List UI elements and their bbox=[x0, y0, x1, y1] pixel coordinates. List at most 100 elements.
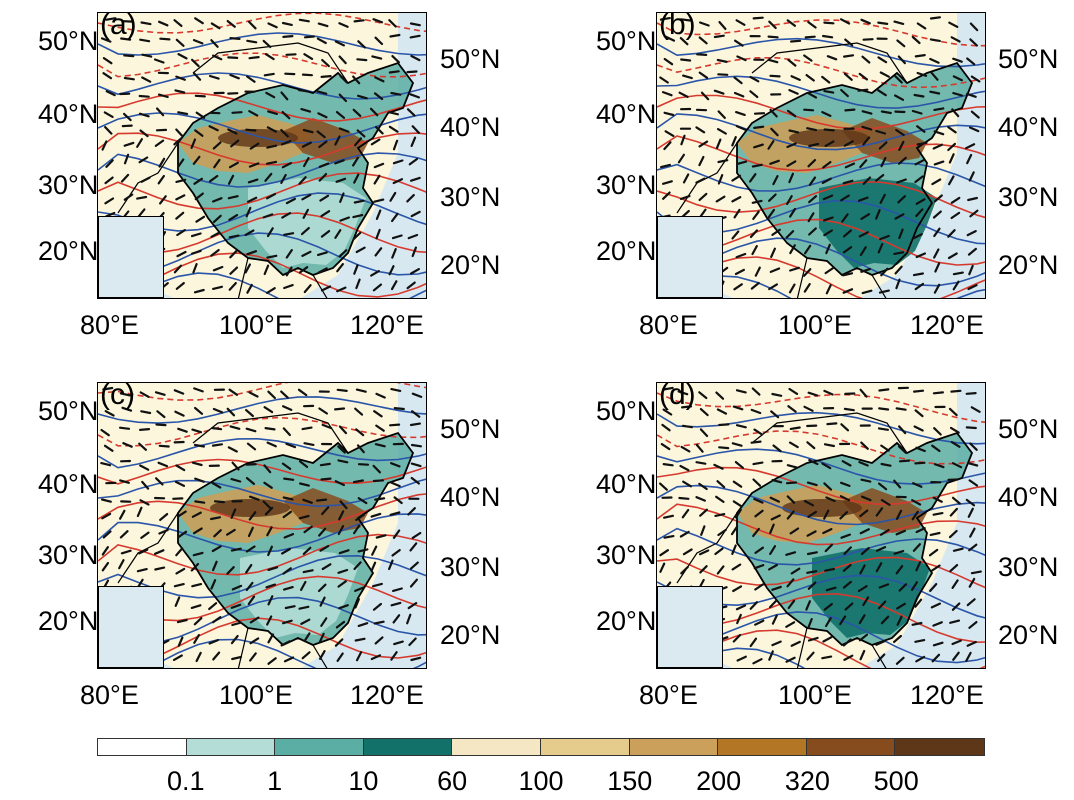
wind-barb bbox=[828, 56, 836, 59]
wind-barb bbox=[680, 93, 688, 97]
wind-barb bbox=[935, 162, 944, 165]
wind-barb bbox=[159, 530, 167, 534]
wind-barb bbox=[142, 178, 150, 182]
wind-barb bbox=[317, 500, 326, 501]
wind-barb bbox=[232, 657, 241, 659]
wind-barb bbox=[932, 180, 940, 185]
wind-barb bbox=[230, 75, 238, 78]
lat-label-right: 20°N bbox=[998, 620, 1058, 650]
wind-barb bbox=[375, 498, 384, 499]
wind-barb bbox=[931, 39, 940, 41]
wind-barb bbox=[195, 18, 203, 23]
wind-barb bbox=[192, 234, 201, 237]
wind-barb bbox=[322, 479, 331, 480]
wind-barb bbox=[790, 389, 798, 394]
wind-barb bbox=[209, 603, 216, 609]
wind-barb bbox=[864, 39, 873, 40]
wind-barb bbox=[212, 24, 220, 29]
wind-barb bbox=[318, 39, 326, 43]
wind-barb bbox=[697, 54, 706, 55]
wind-barb bbox=[283, 406, 291, 410]
south-china-sea-inset bbox=[657, 216, 723, 298]
wind-barb bbox=[696, 179, 704, 183]
wind-barb bbox=[392, 56, 399, 62]
wind-barb bbox=[230, 283, 236, 290]
colorbar-tick-label: 150 bbox=[607, 766, 652, 796]
wind-barb bbox=[372, 56, 381, 58]
wind-barb bbox=[771, 76, 780, 77]
wind-barb bbox=[138, 508, 142, 516]
wind-barb bbox=[355, 409, 362, 415]
colorbar-segment bbox=[541, 739, 630, 755]
wind-barb bbox=[737, 390, 746, 392]
map-panel-d: (d) bbox=[656, 382, 986, 669]
wind-barb bbox=[701, 409, 708, 415]
wind-barb bbox=[177, 569, 185, 574]
wind-barb bbox=[268, 392, 275, 398]
wind-barb bbox=[950, 154, 954, 162]
wind-barb bbox=[771, 269, 779, 272]
wind-barb bbox=[376, 38, 382, 44]
wind-barb bbox=[122, 551, 131, 554]
lon-label: 80°E bbox=[639, 310, 698, 340]
wind-barb bbox=[934, 145, 942, 149]
wind-barb bbox=[390, 71, 399, 72]
wind-barb bbox=[736, 112, 745, 115]
lat-label-left: 50°N bbox=[596, 396, 656, 426]
wind-barb bbox=[717, 197, 725, 202]
colorbar-segment bbox=[187, 739, 276, 755]
wind-barb bbox=[408, 72, 417, 73]
wind-barb bbox=[804, 110, 813, 111]
wind-barb bbox=[824, 391, 832, 395]
wind-barb bbox=[862, 20, 870, 24]
wind-barb bbox=[195, 501, 204, 502]
wind-barb bbox=[195, 408, 202, 414]
wind-barb bbox=[377, 394, 385, 398]
wind-barb bbox=[752, 442, 761, 443]
wind-barb bbox=[949, 23, 957, 27]
lat-label-left: 20°N bbox=[596, 236, 656, 266]
wind-barb bbox=[718, 74, 727, 75]
wind-barb bbox=[372, 140, 380, 145]
wind-barb bbox=[228, 57, 237, 58]
wind-barb bbox=[881, 446, 888, 451]
wind-barb bbox=[697, 127, 705, 132]
wind-barb bbox=[193, 463, 202, 465]
wind-barb bbox=[177, 283, 184, 289]
wind-barb bbox=[357, 390, 366, 392]
wind-barb bbox=[120, 428, 129, 429]
map-panel-b: (b) bbox=[656, 12, 986, 299]
wind-barb bbox=[321, 464, 330, 465]
wind-barb bbox=[192, 430, 201, 433]
wind-barb bbox=[719, 447, 728, 448]
wind-barb bbox=[822, 657, 831, 659]
colorbar-tick-label: 60 bbox=[437, 766, 467, 796]
wind-barb bbox=[197, 653, 201, 661]
wind-barb bbox=[104, 73, 112, 78]
wind-barb bbox=[900, 461, 909, 462]
lat-label-right: 50°N bbox=[440, 414, 500, 444]
wind-barb bbox=[805, 284, 810, 292]
wind-barb bbox=[265, 407, 273, 412]
wind-barb bbox=[102, 500, 111, 502]
wind-barb bbox=[231, 38, 240, 39]
wind-barb bbox=[934, 392, 943, 393]
wind-barb bbox=[192, 605, 201, 608]
wind-barb bbox=[176, 130, 182, 137]
wind-barb bbox=[916, 410, 923, 416]
wind-barb bbox=[950, 409, 957, 415]
lat-label-left: 50°N bbox=[596, 26, 656, 56]
lon-label: 100°E bbox=[219, 680, 293, 710]
wind-barb bbox=[340, 57, 346, 64]
wind-barb bbox=[719, 160, 728, 162]
wind-barb bbox=[159, 463, 167, 466]
lat-label-left: 40°N bbox=[596, 99, 656, 129]
wind-barb bbox=[305, 285, 311, 292]
wind-barb bbox=[176, 482, 184, 486]
wind-barb bbox=[412, 445, 421, 446]
wind-barb bbox=[738, 657, 746, 661]
wind-barb bbox=[195, 618, 202, 624]
lat-label-right: 30°N bbox=[440, 552, 500, 582]
wind-barb bbox=[285, 658, 293, 662]
wind-barb bbox=[915, 463, 924, 464]
